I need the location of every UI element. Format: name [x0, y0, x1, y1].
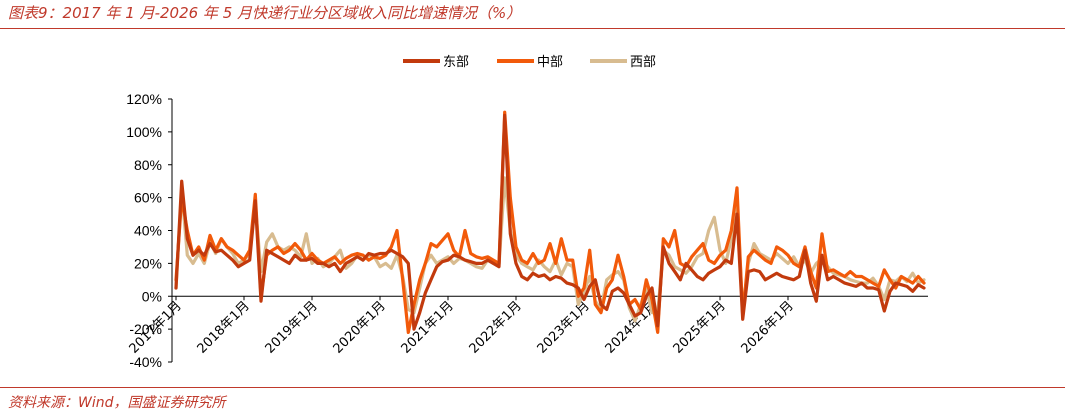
y-tick-label: 60% — [134, 190, 162, 206]
series-lines — [174, 110, 926, 334]
x-tick-label: 2022年1月 — [467, 298, 525, 356]
y-tick-label: 80% — [134, 157, 162, 173]
x-tick-label: 2023年1月 — [535, 298, 593, 356]
series-line-1 — [174, 110, 926, 334]
source-note: 资料来源：Wind，国盛证券研究所 — [8, 395, 226, 411]
x-tick-label: 2026年1月 — [739, 298, 797, 356]
legend-label: 中部 — [537, 55, 563, 70]
chart-title: 图表9：2017 年 1 月-2026 年 5 月快递行业分区域收入同比增速情况… — [8, 4, 522, 22]
y-tick-label: 40% — [134, 223, 162, 239]
top-divider — [0, 28, 1065, 29]
y-tick-label: 100% — [126, 124, 162, 140]
y-tick-label: -20% — [129, 321, 162, 337]
legend-label: 东部 — [443, 55, 469, 70]
x-axis: 2017年1月 2018年1月 2019年1月 2020年1月 2021年1月 2022年… — [127, 295, 928, 357]
bottom-divider — [0, 387, 1065, 388]
y-tick-label: 20% — [134, 255, 162, 271]
y-tick-label: -40% — [129, 354, 162, 370]
series-line-0 — [174, 113, 926, 331]
y-axis: 120% 100% 80% 60% 40% 20% 0% -20% -40% — [126, 91, 173, 370]
y-tick-label: 120% — [126, 91, 162, 107]
x-tick-label: 2025年1月 — [671, 298, 729, 356]
x-tick-label: 2018年1月 — [195, 298, 253, 356]
x-tick-label: 2019年1月 — [263, 298, 321, 356]
legend-label: 西部 — [630, 55, 656, 70]
chart-legend: 东部 中部 西部 — [403, 55, 656, 70]
x-tick-label: 2020年1月 — [331, 298, 389, 356]
y-tick-label: 0% — [142, 288, 162, 304]
